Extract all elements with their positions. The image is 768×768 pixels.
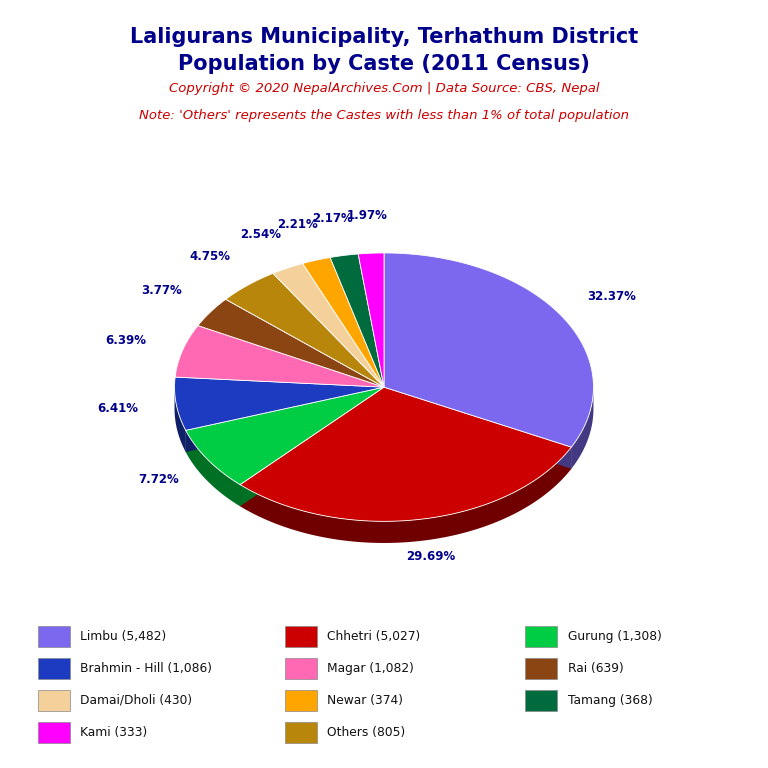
Text: Rai (639): Rai (639) xyxy=(568,662,624,675)
Text: Newar (374): Newar (374) xyxy=(327,694,403,707)
Text: Damai/Dholi (430): Damai/Dholi (430) xyxy=(80,694,192,707)
Polygon shape xyxy=(226,273,384,387)
Text: 6.39%: 6.39% xyxy=(105,334,147,347)
Text: Kami (333): Kami (333) xyxy=(80,726,147,739)
Polygon shape xyxy=(240,387,384,506)
Polygon shape xyxy=(273,263,384,387)
Text: Tamang (368): Tamang (368) xyxy=(568,694,653,707)
Text: Others (805): Others (805) xyxy=(327,726,406,739)
Polygon shape xyxy=(330,254,384,387)
Text: 4.75%: 4.75% xyxy=(189,250,230,263)
Bar xyxy=(525,626,557,647)
Polygon shape xyxy=(240,387,384,506)
Bar xyxy=(38,626,70,647)
Polygon shape xyxy=(384,387,571,468)
Polygon shape xyxy=(174,377,384,430)
Bar xyxy=(38,690,70,710)
Polygon shape xyxy=(571,387,594,468)
Polygon shape xyxy=(384,253,594,447)
Polygon shape xyxy=(303,257,384,387)
Bar xyxy=(285,658,317,679)
Bar xyxy=(525,690,557,710)
Text: 2.21%: 2.21% xyxy=(277,218,318,231)
Text: Laligurans Municipality, Terhathum District: Laligurans Municipality, Terhathum Distr… xyxy=(130,27,638,47)
Text: Copyright © 2020 NepalArchives.Com | Data Source: CBS, Nepal: Copyright © 2020 NepalArchives.Com | Dat… xyxy=(169,82,599,95)
Polygon shape xyxy=(240,387,571,521)
Polygon shape xyxy=(175,326,384,387)
Text: Limbu (5,482): Limbu (5,482) xyxy=(80,630,167,643)
Text: Magar (1,082): Magar (1,082) xyxy=(327,662,415,675)
Text: 2.54%: 2.54% xyxy=(240,228,281,241)
Polygon shape xyxy=(186,430,240,506)
Text: 32.37%: 32.37% xyxy=(588,290,637,303)
Text: Gurung (1,308): Gurung (1,308) xyxy=(568,630,661,643)
Text: Population by Caste (2011 Census): Population by Caste (2011 Census) xyxy=(178,54,590,74)
Bar xyxy=(285,626,317,647)
Bar xyxy=(285,723,317,743)
Bar xyxy=(285,690,317,710)
Text: 6.41%: 6.41% xyxy=(98,402,138,415)
Polygon shape xyxy=(240,447,571,543)
Text: 7.72%: 7.72% xyxy=(138,473,179,486)
Text: Note: 'Others' represents the Castes with less than 1% of total population: Note: 'Others' represents the Castes wit… xyxy=(139,109,629,122)
Bar xyxy=(38,723,70,743)
Polygon shape xyxy=(186,387,384,485)
Polygon shape xyxy=(384,387,571,468)
Text: 29.69%: 29.69% xyxy=(406,550,455,563)
Text: Chhetri (5,027): Chhetri (5,027) xyxy=(327,630,421,643)
Bar xyxy=(38,658,70,679)
Text: Brahmin - Hill (1,086): Brahmin - Hill (1,086) xyxy=(80,662,212,675)
Text: 3.77%: 3.77% xyxy=(141,284,182,297)
Polygon shape xyxy=(186,387,384,452)
Bar xyxy=(525,658,557,679)
Polygon shape xyxy=(198,300,384,387)
Polygon shape xyxy=(186,387,384,452)
Text: 2.17%: 2.17% xyxy=(313,212,353,225)
Polygon shape xyxy=(174,387,186,452)
Polygon shape xyxy=(358,253,384,387)
Text: 1.97%: 1.97% xyxy=(347,209,388,222)
